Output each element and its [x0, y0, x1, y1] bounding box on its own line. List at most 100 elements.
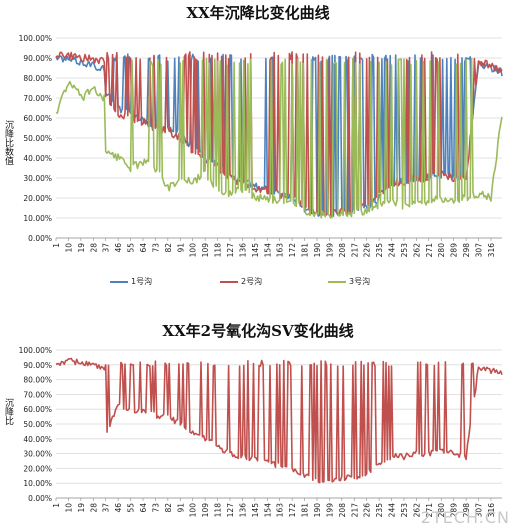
x-tick-label: 244 — [388, 503, 397, 518]
x-tick-label: 91 — [176, 503, 185, 513]
legend-swatch — [328, 280, 346, 283]
x-tick-label: 208 — [338, 243, 347, 258]
x-tick-label: 307 — [475, 243, 484, 258]
x-tick-label: 289 — [450, 503, 459, 518]
x-tick-label: 163 — [276, 243, 285, 258]
x-tick-label: 172 — [288, 503, 297, 518]
x-tick-label: 127 — [226, 503, 235, 518]
y-tick-label: 50.00% — [23, 420, 52, 429]
x-tick-label: 10 — [64, 503, 73, 513]
y-tick-label: 80.00% — [23, 74, 52, 83]
y-tick-label: 60.00% — [23, 405, 52, 414]
x-tick-label: 55 — [127, 503, 136, 513]
x-tick-label: 316 — [487, 243, 496, 258]
x-tick-label: 73 — [151, 503, 160, 513]
y-tick-label: 80.00% — [23, 376, 52, 385]
x-tick-label: 82 — [164, 243, 173, 253]
y-tick-label: 20.00% — [23, 464, 52, 473]
x-tick-label: 145 — [251, 243, 260, 258]
x-tick-label: 10 — [64, 243, 73, 253]
y-tick-label: 0.00% — [28, 234, 52, 243]
y-tick-label: 20.00% — [23, 194, 52, 203]
watermark: 2TECH.CN — [420, 508, 510, 527]
x-tick-label: 145 — [251, 503, 260, 518]
x-tick-label: 244 — [388, 243, 397, 258]
x-tick-label: 163 — [276, 503, 285, 518]
y-axis-label: 沉降比 — [3, 398, 13, 425]
x-tick-label: 307 — [475, 503, 484, 518]
x-tick-label: 46 — [114, 243, 123, 253]
x-tick-label: 181 — [301, 503, 310, 518]
x-tick-label: 298 — [462, 503, 471, 518]
x-tick-label: 280 — [437, 503, 446, 518]
x-tick-label: 37 — [102, 243, 111, 253]
y-tick-label: 90.00% — [23, 361, 52, 370]
x-tick-label: 109 — [201, 243, 210, 258]
legend-swatch — [220, 280, 238, 283]
x-tick-label: 199 — [325, 503, 334, 518]
chart-settling-ratio: XX年沉降比变化曲线 沉降比数值 0.00% 10.00% 20.00% 30.00%… — [0, 4, 516, 290]
legend-label: 1号沟 — [131, 277, 153, 286]
x-tick-label: 19 — [77, 243, 86, 253]
x-tick-label: 316 — [487, 503, 496, 518]
x-tick-label: 46 — [114, 503, 123, 513]
y-tick-label: 30.00% — [23, 450, 52, 459]
chart-plot-area: 0.00% 10.00% 20.00% 30.00% 40.00% 50.00% 60.00… — [19, 34, 503, 258]
chart-title: XX年沉降比变化曲线 — [186, 4, 330, 22]
y-tick-label: 60.00% — [23, 114, 52, 123]
legend-item-series-3: 3号沟 — [328, 276, 370, 287]
y-tick-label: 90.00% — [23, 54, 52, 63]
y-tick-label: 10.00% — [23, 479, 52, 488]
y-tick-label: 100.00% — [19, 34, 52, 43]
y-tick-label: 70.00% — [23, 390, 52, 399]
x-tick-label: 28 — [89, 243, 98, 253]
x-tick-label: 271 — [425, 243, 434, 258]
x-tick-label: 199 — [325, 243, 334, 258]
x-tick-label: 289 — [450, 243, 459, 258]
y-tick-label: 50.00% — [23, 134, 52, 143]
x-tick-label: 19 — [77, 503, 86, 513]
x-tick-label: 64 — [139, 503, 148, 513]
x-tick-label: 280 — [437, 243, 446, 258]
legend-item-series-2: 2号沟 — [220, 276, 262, 287]
x-tick-label: 226 — [363, 503, 372, 518]
x-tick-label: 73 — [151, 243, 160, 253]
x-tick-label: 1 — [52, 503, 61, 508]
x-tick-label: 28 — [89, 503, 98, 513]
chart-title: XX年2号氧化沟SV变化曲线 — [162, 322, 354, 340]
x-tick-label: 298 — [462, 243, 471, 258]
y-tick-label: 0.00% — [28, 494, 52, 503]
x-tick-label: 172 — [288, 243, 297, 258]
x-tick-label: 181 — [301, 243, 310, 258]
x-tick-label: 37 — [102, 503, 111, 513]
x-tick-label: 118 — [214, 503, 223, 518]
series-line-2 — [55, 51, 503, 219]
x-tick-label: 55 — [127, 243, 136, 253]
x-tick-label: 226 — [363, 243, 372, 258]
x-tick-label: 253 — [400, 503, 409, 518]
x-tick-label: 217 — [350, 503, 359, 518]
y-tick-label: 40.00% — [23, 154, 52, 163]
legend-swatch — [110, 280, 128, 283]
x-tick-label: 154 — [263, 503, 272, 518]
x-tick-label: 253 — [400, 243, 409, 258]
y-tick-label: 100.00% — [19, 346, 52, 355]
x-tick-label: 208 — [338, 503, 347, 518]
legend: 1号沟 2号沟 3号沟 — [0, 276, 516, 290]
x-tick-label: 109 — [201, 503, 210, 518]
chart-sv-2: XX年2号氧化沟SV变化曲线 沉降比 0.00% 10.00% 20.00% 30.0… — [0, 318, 516, 529]
x-tick-label: 64 — [139, 243, 148, 253]
x-tick-label: 190 — [313, 243, 322, 258]
x-tick-label: 100 — [189, 243, 198, 258]
legend-label: 2号沟 — [241, 277, 263, 286]
series-line-1 — [55, 357, 503, 484]
x-tick-label: 127 — [226, 243, 235, 258]
x-tick-label: 262 — [412, 243, 421, 258]
x-tick-label: 271 — [425, 503, 434, 518]
x-tick-label: 217 — [350, 243, 359, 258]
x-tick-label: 136 — [238, 243, 247, 258]
x-tick-label: 91 — [176, 243, 185, 253]
legend-item-series-1: 1号沟 — [110, 276, 152, 287]
y-axis-label: 沉降比数值 — [3, 120, 13, 165]
x-tick-label: 118 — [214, 243, 223, 258]
